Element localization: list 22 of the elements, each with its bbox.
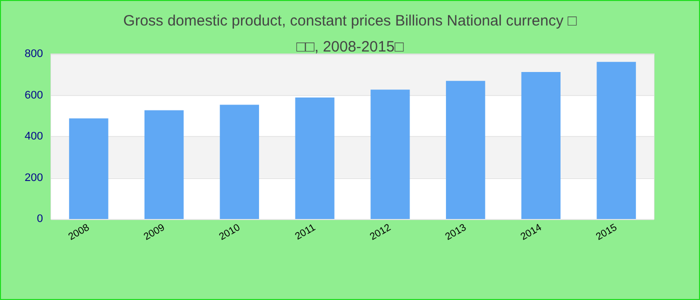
bar — [144, 110, 184, 219]
bar — [220, 104, 260, 219]
x-tick-label: 2012 — [368, 222, 394, 243]
bar — [521, 72, 561, 219]
y-tick-label: 0 — [36, 213, 43, 225]
x-tick-label: 2014 — [518, 222, 544, 243]
chart-title: Gross domestic product, constant prices Billions National currency □□□, 2008-2015□ — [123, 12, 578, 56]
bar — [295, 98, 334, 219]
y-tick-label: 800 — [24, 48, 43, 60]
y-tick-label: 200 — [24, 172, 43, 184]
bar — [446, 80, 486, 219]
x-tick-label: 2011 — [293, 222, 318, 243]
y-tick-label: 600 — [24, 89, 43, 102]
x-tick-label: 2015 — [594, 222, 620, 243]
bar — [596, 62, 636, 219]
x-tick-label: 2013 — [444, 222, 469, 243]
x-tick-label: 2010 — [217, 222, 243, 243]
x-tick-label: 2008 — [66, 222, 92, 243]
bar — [370, 90, 410, 219]
x-tick-label: 2009 — [142, 222, 168, 243]
y-tick-label: 400 — [24, 130, 43, 142]
bar — [69, 118, 108, 219]
